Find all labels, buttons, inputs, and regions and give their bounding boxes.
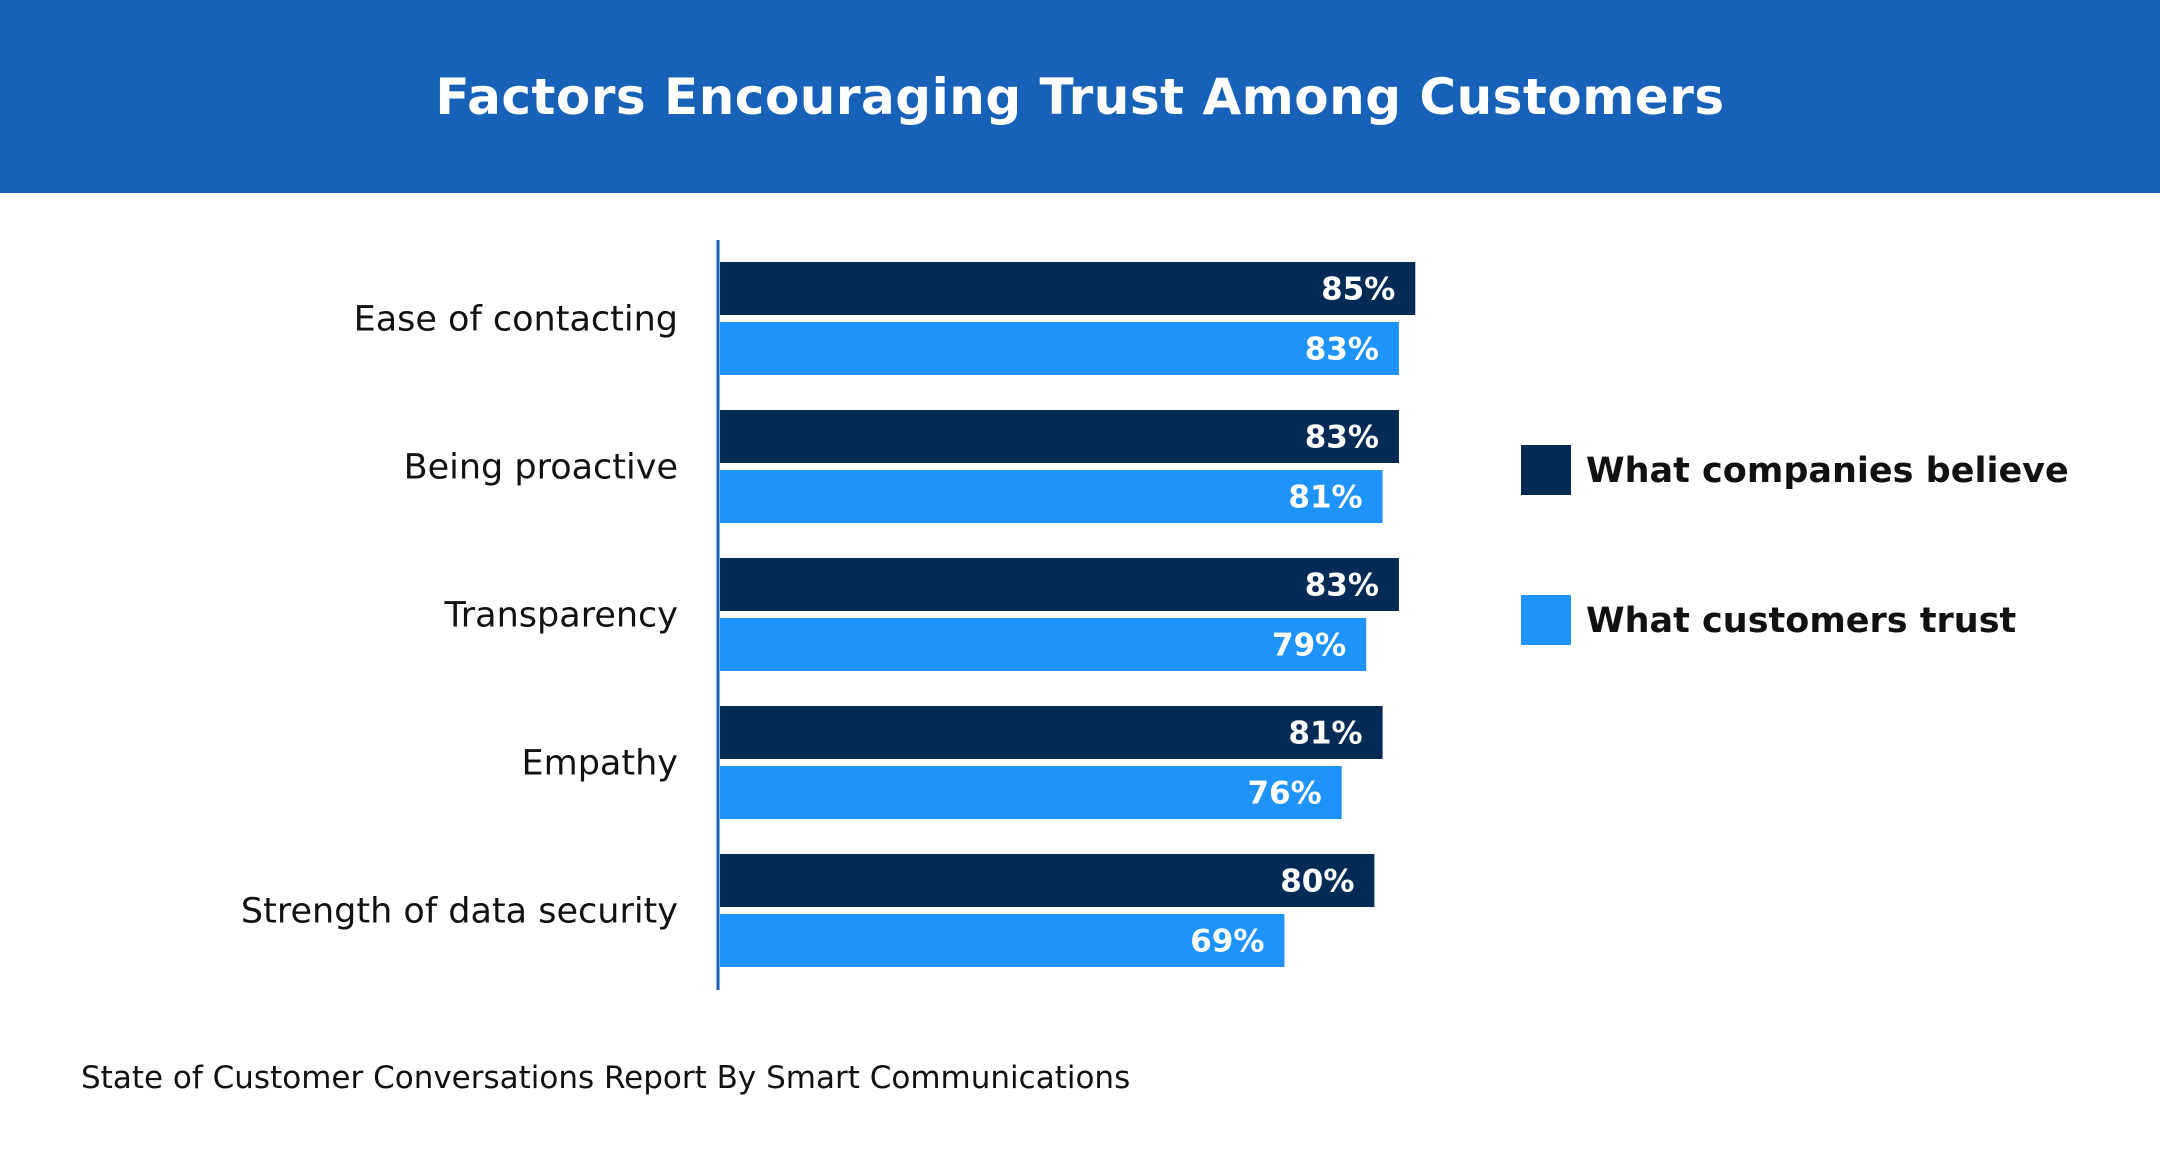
value-label: 69% (1190, 924, 1264, 960)
legend-label-companies: What companies believe (1586, 451, 2069, 491)
bar-companies (720, 410, 1399, 463)
source-note: State of Customer Conversations Report B… (81, 1060, 1131, 1096)
value-label: 81% (1288, 480, 1362, 516)
bar-customers (720, 470, 1383, 523)
legend-swatch-companies (1521, 445, 1571, 495)
category-label: Empathy (522, 744, 679, 784)
bar-customers (720, 766, 1342, 819)
bar-customers (720, 322, 1399, 375)
value-label: 81% (1288, 716, 1362, 752)
bar-companies (720, 262, 1416, 315)
value-label: 83% (1305, 420, 1379, 456)
bar-customers (720, 618, 1367, 671)
category-label: Ease of contacting (354, 300, 678, 340)
bar-customers (720, 914, 1285, 967)
chart-header: Factors Encouraging Trust Among Customer… (0, 0, 2160, 193)
chart-title: Factors Encouraging Trust Among Customer… (435, 67, 1725, 126)
value-label: 85% (1321, 272, 1395, 308)
category-label: Strength of data security (241, 892, 678, 932)
legend-label-customers: What customers trust (1586, 601, 2016, 641)
bar-companies (720, 558, 1399, 611)
value-label: 79% (1272, 628, 1346, 664)
bar-companies (720, 706, 1383, 759)
category-label: Transparency (444, 596, 678, 636)
legend-swatch-customers (1521, 595, 1571, 645)
value-label: 83% (1305, 568, 1379, 604)
value-label: 83% (1305, 332, 1379, 368)
value-label: 80% (1280, 864, 1354, 900)
category-label: Being proactive (404, 448, 678, 488)
value-label: 76% (1247, 776, 1321, 812)
bar-companies (720, 854, 1375, 907)
